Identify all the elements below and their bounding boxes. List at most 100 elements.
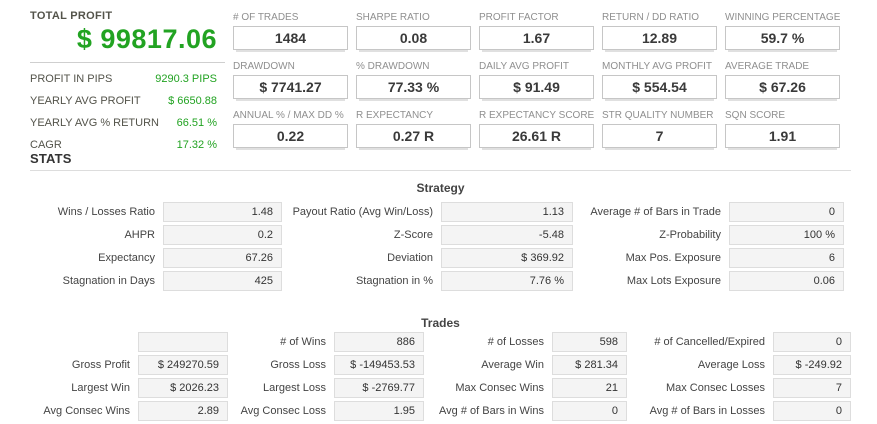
metric-value-box: $ 91.49	[479, 75, 594, 99]
stat-value-box: 1.95	[334, 401, 424, 421]
stat-value-box: $ 281.34	[552, 355, 627, 375]
stat-label: Avg # of Bars in Wins	[439, 405, 544, 417]
stat-label: Gross Loss	[270, 359, 326, 371]
stat-value-box: 2.89	[138, 401, 228, 421]
stat-value-box: 7.76 %	[441, 271, 573, 291]
summary-row-value: 66.51 %	[176, 117, 217, 129]
summary-row-label: YEARLY AVG PROFIT	[30, 95, 141, 107]
metric-label: WINNING PERCENTAGE	[725, 12, 840, 23]
summary-row-label: PROFIT IN PIPS	[30, 73, 113, 85]
metric-label: PROFIT FACTOR	[479, 12, 559, 23]
metric-value-box: 59.7 %	[725, 26, 840, 50]
metric-card-profit-factor: PROFIT FACTOR 1.67	[479, 12, 594, 50]
stat-value-box: 0.2	[163, 225, 282, 245]
metric-value-box: 26.61 R	[479, 124, 594, 148]
stat-value-box: 1.48	[163, 202, 282, 222]
stat-label-empty	[30, 332, 130, 352]
stat-value-box: 0.06	[729, 271, 844, 291]
stat-label: Average Loss	[697, 359, 765, 371]
stat-value-box: 100 %	[729, 225, 844, 245]
stat-label: # of Cancelled/Expired	[654, 336, 765, 348]
stat-value-box: 0	[773, 401, 851, 421]
trades-table: # of Wins 886 # of Losses 598 # of Cance…	[30, 332, 851, 421]
stat-label: Z-Probability	[659, 229, 721, 241]
metric-label: # OF TRADES	[233, 12, 299, 23]
total-profit-title: TOTAL PROFIT	[30, 10, 113, 22]
metric-card-daily-avg-profit: DAILY AVG PROFIT $ 91.49	[479, 61, 594, 99]
metric-value-box: 77.33 %	[356, 75, 471, 99]
stat-value-box: $ 2026.23	[138, 378, 228, 398]
metric-label: R EXPECTANCY	[356, 110, 434, 121]
metric-card-annual-max-dd: ANNUAL % / MAX DD % 0.22	[233, 110, 348, 148]
stat-label: # of Wins	[280, 336, 326, 348]
trades-subsection-title: Trades	[421, 316, 460, 330]
summary-rows: PROFIT IN PIPS 9290.3 PIPS YEARLY AVG PR…	[30, 68, 225, 156]
stat-label: Stagnation in Days	[62, 275, 155, 287]
metric-card-drawdown: DRAWDOWN $ 7741.27	[233, 61, 348, 99]
stat-value-box: $ 249270.59	[138, 355, 228, 375]
metric-value-box: 0.22	[233, 124, 348, 148]
stats-section-title: STATS	[30, 151, 72, 166]
metric-label: % DRAWDOWN	[356, 61, 430, 72]
metric-value-box: 12.89	[602, 26, 717, 50]
metric-card-r-expectancy: R EXPECTANCY 0.27 R	[356, 110, 471, 148]
stat-value-box: 21	[552, 378, 627, 398]
summary-row-label: CAGR	[30, 139, 62, 151]
metric-value-box: 1484	[233, 26, 348, 50]
stat-label: Avg Consec Loss	[240, 405, 326, 417]
strategy-table: Wins / Losses Ratio 1.48 Payout Ratio (A…	[30, 202, 844, 291]
metric-value-box: 1.91	[725, 124, 840, 148]
stat-label: Wins / Losses Ratio	[57, 206, 155, 218]
metric-label: R EXPECTANCY SCORE	[479, 110, 594, 121]
metric-label: MONTHLY AVG PROFIT	[602, 61, 713, 72]
metric-label: SHARPE RATIO	[356, 12, 430, 23]
summary-row-label: YEARLY AVG % RETURN	[30, 117, 159, 129]
metrics-grid: # OF TRADES 1484 SHARPE RATIO 0.08 PROFI…	[233, 12, 840, 148]
stat-label: Avg # of Bars in Losses	[649, 405, 765, 417]
stat-value-box: 0	[552, 401, 627, 421]
stat-label: Stagnation in %	[355, 275, 433, 287]
stat-value-box: $ -149453.53	[334, 355, 424, 375]
stat-label: AHPR	[124, 229, 155, 241]
stat-value-box: $ -2769.77	[334, 378, 424, 398]
stat-value-box: 0	[773, 332, 851, 352]
metric-card-winning-percentage: WINNING PERCENTAGE 59.7 %	[725, 12, 840, 50]
stat-value-box: 425	[163, 271, 282, 291]
stat-label: Payout Ratio (Avg Win/Loss)	[292, 206, 433, 218]
metric-card-r-expectancy-score: R EXPECTANCY SCORE 26.61 R	[479, 110, 594, 148]
stat-label: Average Win	[481, 359, 544, 371]
metric-value-box: 0.08	[356, 26, 471, 50]
summary-row-profit-in-pips: PROFIT IN PIPS 9290.3 PIPS	[30, 68, 225, 90]
metric-card-sqn-score: SQN SCORE 1.91	[725, 110, 840, 148]
metric-card-return-dd-ratio: RETURN / DD RATIO 12.89	[602, 12, 717, 50]
metric-label: ANNUAL % / MAX DD %	[233, 110, 344, 121]
stat-label: Max Consec Losses	[665, 382, 765, 394]
stat-value-box: 67.26	[163, 248, 282, 268]
strategy-subsection-title: Strategy	[416, 181, 465, 195]
stat-label: Deviation	[387, 252, 433, 264]
metric-label: SQN SCORE	[725, 110, 786, 121]
stats-divider	[30, 170, 851, 171]
metric-card-sharpe-ratio: SHARPE RATIO 0.08	[356, 12, 471, 50]
metric-label: DRAWDOWN	[233, 61, 295, 72]
stat-label: Expectancy	[98, 252, 155, 264]
metric-card-average-trade: AVERAGE TRADE $ 67.26	[725, 61, 840, 99]
summary-row-yearly-avg-return: YEARLY AVG % RETURN 66.51 %	[30, 112, 225, 134]
metric-value-box: 7	[602, 124, 717, 148]
stat-label: Largest Loss	[263, 382, 326, 394]
metric-value-box: $ 67.26	[725, 75, 840, 99]
stat-label: Avg Consec Wins	[43, 405, 130, 417]
stat-value-box-empty	[138, 332, 228, 352]
stat-value-box: $ -249.92	[773, 355, 851, 375]
summary-row-value: $ 6650.88	[168, 95, 217, 107]
stat-label: Average # of Bars in Trade	[590, 206, 721, 218]
summary-row-yearly-avg-profit: YEARLY AVG PROFIT $ 6650.88	[30, 90, 225, 112]
stat-label: Max Lots Exposure	[626, 275, 721, 287]
stat-label: Max Consec Wins	[455, 382, 544, 394]
stat-value-box: 1.13	[441, 202, 573, 222]
metric-card-str-quality-number: STR QUALITY NUMBER 7	[602, 110, 717, 148]
stat-value-box: 598	[552, 332, 627, 352]
stat-label: Gross Profit	[71, 359, 130, 371]
metric-value-box: 0.27 R	[356, 124, 471, 148]
metric-card-num-of-trades: # OF TRADES 1484	[233, 12, 348, 50]
